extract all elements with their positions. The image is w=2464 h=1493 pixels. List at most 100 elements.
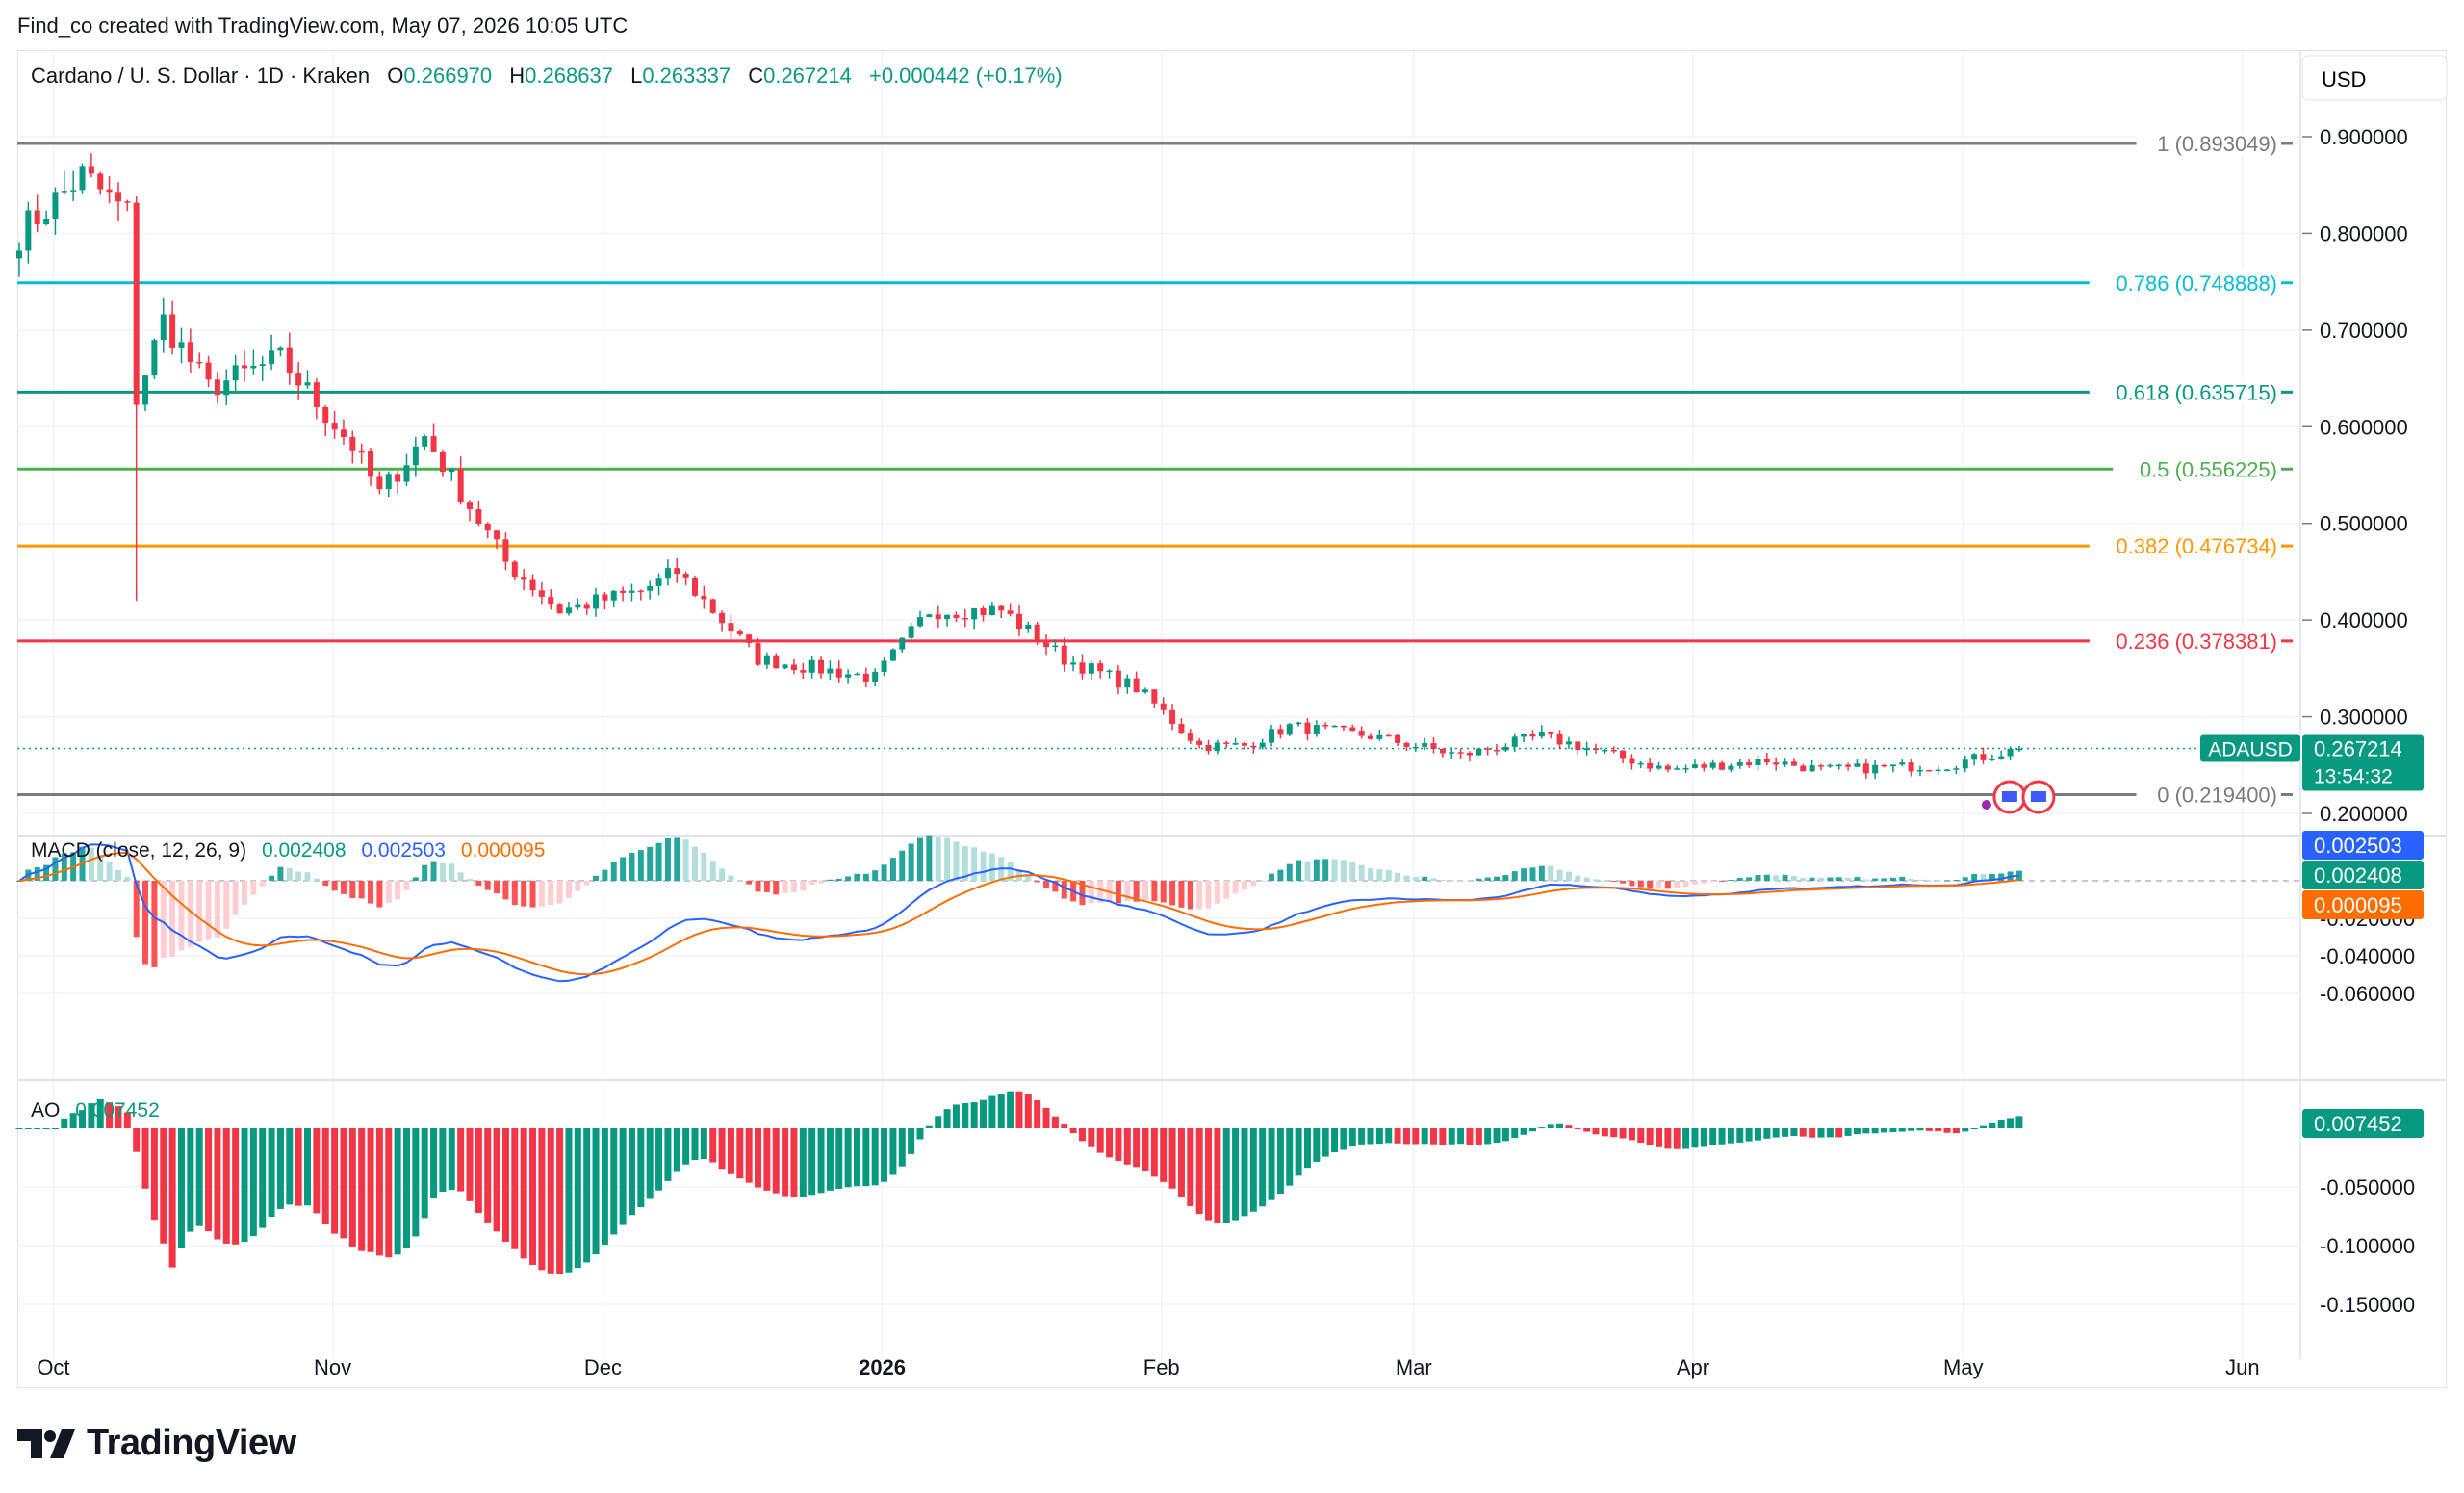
- candle: [1908, 759, 1914, 777]
- macd-histogram-bar: [971, 847, 978, 881]
- macd-histogram-bar: [1682, 881, 1689, 888]
- ao-bar: [1439, 1128, 1447, 1145]
- ao-bar: [195, 1128, 203, 1226]
- ao-bar: [682, 1128, 690, 1165]
- legend-low-label: L: [630, 64, 642, 88]
- ao-bar: [1835, 1128, 1843, 1138]
- ao-bar: [1367, 1128, 1374, 1145]
- candle: [538, 581, 545, 605]
- candle: [1422, 737, 1428, 751]
- macd-histogram-bar: [610, 862, 617, 881]
- candle-body: [1862, 763, 1869, 774]
- candle: [187, 328, 193, 373]
- candle: [889, 648, 896, 662]
- macd-histogram-bar: [1629, 881, 1635, 887]
- ao-bar: [628, 1128, 635, 1216]
- ao-bar: [15, 1128, 23, 1129]
- candle-body: [1340, 725, 1347, 728]
- macd-histogram-bar: [1782, 874, 1788, 881]
- ao-bar: [1249, 1128, 1257, 1212]
- candle-body: [1043, 642, 1050, 648]
- macd-histogram-bar: [1755, 875, 1761, 881]
- ao-tick-label: -0.150000: [2320, 1293, 2415, 1317]
- bar-countdown: 13:54:32: [2314, 766, 2393, 788]
- ao-bar: [1565, 1125, 1573, 1128]
- candle: [1916, 765, 1923, 777]
- ao-bar: [1583, 1128, 1591, 1132]
- macd-histogram-bar: [682, 839, 689, 881]
- tradingview-logo[interactable]: TradingView: [17, 1423, 296, 1464]
- candle-body: [1827, 764, 1834, 767]
- ao-bar: [51, 1128, 59, 1129]
- candle: [1736, 759, 1743, 769]
- macd-histogram-bar: [34, 866, 40, 881]
- candle: [664, 559, 671, 586]
- ao-bar: [1394, 1128, 1401, 1144]
- ao-bar: [1150, 1128, 1158, 1177]
- macd-histogram-bar: [376, 881, 383, 908]
- macd-histogram-bar: [1277, 869, 1284, 881]
- macd-histogram-bar: [1926, 880, 1933, 882]
- candle: [1602, 748, 1608, 755]
- macd-histogram-bar: [1637, 881, 1644, 888]
- macd-histogram-bar: [854, 873, 860, 881]
- macd-histogram-bar: [835, 878, 842, 881]
- candle-body: [971, 607, 978, 620]
- currency-button[interactable]: [2301, 55, 2448, 101]
- ao-bar: [583, 1128, 591, 1263]
- event-spark-icon[interactable]: [1981, 800, 1991, 810]
- candle-body: [1358, 731, 1365, 736]
- ao-bar: [556, 1128, 564, 1274]
- macd-badge: [2302, 831, 2424, 860]
- candle-body: [1656, 765, 1662, 769]
- macd-line: [18, 843, 2020, 983]
- macd-histogram-bar: [1575, 875, 1581, 881]
- macd-histogram-bar: [1269, 873, 1275, 881]
- macd-histogram-bar: [1583, 877, 1590, 881]
- ao-bar: [1809, 1128, 1816, 1138]
- candle-body: [1015, 613, 1022, 630]
- macd-histogram-bar: [790, 881, 797, 892]
- candle: [494, 530, 500, 550]
- ao-bar: [610, 1128, 618, 1235]
- candle: [1115, 664, 1121, 694]
- candle: [800, 662, 807, 680]
- candle-body: [835, 668, 842, 678]
- ao-bar: [1610, 1128, 1618, 1138]
- legend-change: +0.000442 (+0.17%): [869, 64, 1063, 88]
- chart-frame: [17, 50, 2447, 1388]
- macd-histogram-bar: [1790, 875, 1797, 881]
- macd-histogram-bar: [259, 881, 266, 887]
- candle: [521, 569, 527, 591]
- candle-body: [881, 660, 887, 672]
- candle-body: [773, 655, 780, 669]
- candle-body: [178, 342, 185, 348]
- macd-histogram-bar: [1007, 861, 1014, 881]
- candle-body: [1466, 752, 1473, 756]
- macd-histogram-bar: [1494, 876, 1501, 881]
- candle-body: [242, 365, 247, 369]
- candle-body: [1818, 765, 1824, 767]
- candle-body: [980, 607, 987, 616]
- candle-body: [1629, 758, 1635, 764]
- candle: [484, 522, 491, 538]
- candle: [593, 587, 600, 617]
- ao-bar: [1457, 1128, 1465, 1145]
- macd-histogram-bar: [593, 875, 600, 881]
- price-tick-label: 0.700000: [2320, 319, 2408, 343]
- macd-histogram-bar: [1034, 881, 1040, 883]
- macd-label: MACD (close, 12, 26, 9): [31, 839, 246, 862]
- fib-retracement[interactable]: 1 (0.893049) 0.786 (0.748888) 0.618 (0.635…: [17, 130, 2293, 808]
- candle-body: [755, 642, 761, 665]
- candle-body: [358, 450, 365, 453]
- ao-bar: [1276, 1128, 1284, 1194]
- ao-bar: [222, 1128, 230, 1244]
- candle: [1349, 724, 1356, 732]
- candle-body: [782, 664, 788, 669]
- macd-histogram-bar: [773, 881, 780, 895]
- candle: [1682, 764, 1689, 774]
- macd-histogram-bar: [647, 846, 654, 881]
- macd-badge: [2302, 861, 2424, 889]
- price-tick-label: 0.600000: [2320, 415, 2408, 439]
